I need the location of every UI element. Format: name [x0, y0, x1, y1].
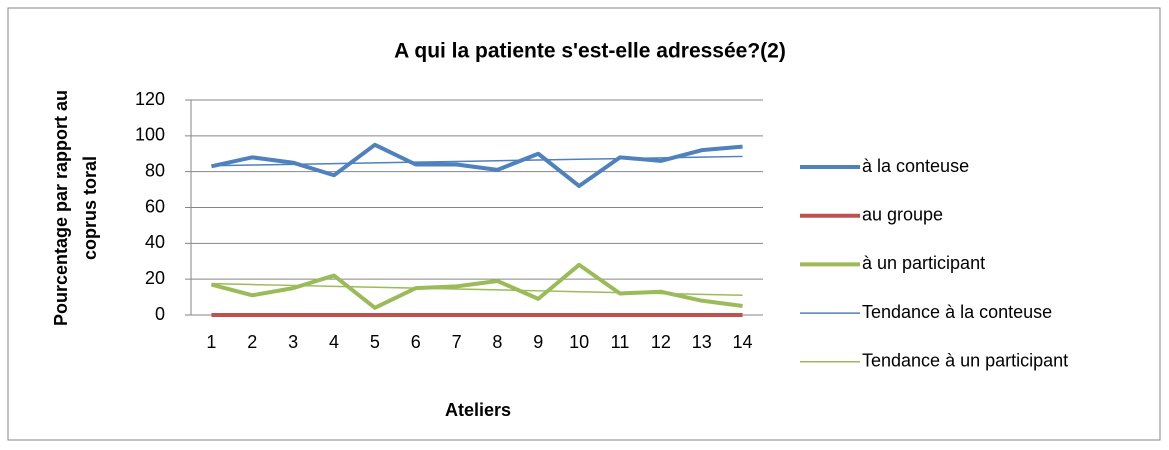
chart-title: A qui la patiente s'est-elle adressée?(2… — [394, 40, 786, 63]
x-tick-label: 10 — [569, 332, 589, 352]
x-tick-label: 2 — [247, 332, 257, 352]
legend-label: à un participant — [862, 253, 985, 273]
x-tick-label: 3 — [288, 332, 298, 352]
y-tick-label: 60 — [145, 196, 165, 216]
legend-label: Tendance à un participant — [862, 351, 1068, 371]
y-tick-label: 80 — [145, 160, 165, 180]
legend-label: Tendance à la conteuse — [862, 302, 1052, 322]
x-tick-label: 8 — [492, 332, 502, 352]
x-tick-label: 4 — [329, 332, 339, 352]
x-tick-label: 11 — [611, 332, 630, 352]
line-series — [211, 142, 743, 188]
x-tick-label: 13 — [692, 332, 712, 352]
x-tick-label: 12 — [651, 332, 671, 352]
y-axis-label: coprus toral — [80, 156, 100, 260]
chart-frame — [7, 7, 1161, 441]
y-axis-label: Pourcentage par rapport au — [51, 90, 71, 326]
legend-label: au groupe — [862, 204, 943, 224]
y-tick-label: 20 — [145, 268, 165, 288]
x-tick-label: 9 — [533, 332, 543, 352]
y-tick-label: 0 — [155, 304, 165, 324]
legend-label: à la conteuse — [862, 156, 969, 176]
x-tick-label: 5 — [370, 332, 380, 352]
x-tick-label: 1 — [206, 332, 216, 352]
line-series — [210, 262, 743, 310]
x-axis-label: Ateliers — [445, 400, 511, 420]
x-tick-label: 7 — [452, 332, 462, 352]
x-tick-label: 6 — [411, 332, 421, 352]
y-tick-label: 40 — [145, 232, 165, 252]
y-tick-label: 120 — [135, 89, 165, 109]
y-tick-label: 100 — [135, 125, 165, 145]
x-tick-label: 14 — [733, 332, 753, 352]
